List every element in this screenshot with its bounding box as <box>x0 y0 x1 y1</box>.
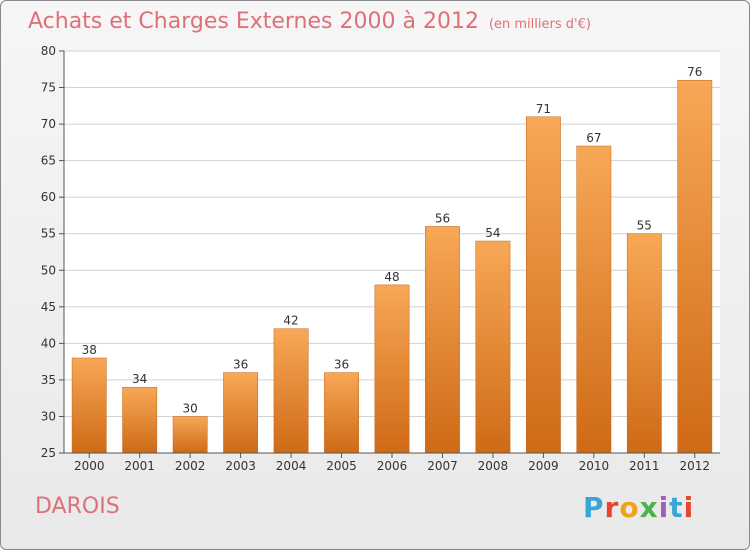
x-tick-label: 2006 <box>377 459 408 473</box>
x-tick-label: 2004 <box>276 459 307 473</box>
y-tick-label: 40 <box>41 336 56 350</box>
x-tick-label: 2000 <box>74 459 105 473</box>
bar-2008 <box>475 240 511 454</box>
data-label: 56 <box>435 211 450 225</box>
y-tick-label: 35 <box>41 373 56 387</box>
bar-2001 <box>122 386 158 454</box>
x-tick-label: 2007 <box>427 459 458 473</box>
bar-2011 <box>626 233 662 454</box>
y-tick-label: 25 <box>41 446 56 460</box>
x-tick-label: 2003 <box>225 459 256 473</box>
x-tick-label: 2012 <box>679 459 710 473</box>
bar-2006 <box>374 284 410 454</box>
bars <box>71 79 713 454</box>
x-tick-label: 2011 <box>629 459 660 473</box>
bar-2002 <box>172 416 208 454</box>
data-label: 55 <box>637 219 652 233</box>
y-tick-label: 60 <box>41 190 56 204</box>
bar-2012 <box>677 79 713 454</box>
data-label: 71 <box>536 102 551 116</box>
data-label: 48 <box>384 270 399 284</box>
data-label: 76 <box>687 65 702 79</box>
data-label: 36 <box>233 358 248 372</box>
axes: 25 30 35 40 45 50 55 60 65 70 75 80 2000 2001 2002 2003… <box>41 44 720 473</box>
y-tick-label: 80 <box>41 44 56 58</box>
y-tick-label: 70 <box>41 117 56 131</box>
y-tick-label: 55 <box>41 227 56 241</box>
y-tick-label: 45 <box>41 300 56 314</box>
title-text: Achats et Charges Externes 2000 à 2012 <box>28 9 479 34</box>
bar-2009 <box>525 116 561 454</box>
data-label: 30 <box>183 401 198 415</box>
data-label: 38 <box>82 343 97 357</box>
data-label: 54 <box>485 226 500 240</box>
data-label: 67 <box>586 131 601 145</box>
bar-2004 <box>273 328 309 454</box>
x-tick-label: 2002 <box>175 459 206 473</box>
y-tick-label: 65 <box>41 154 56 168</box>
bar-2007 <box>425 226 460 454</box>
chart-title: Achats et Charges Externes 2000 à 2012 (e… <box>28 9 591 34</box>
x-tick-label: 2008 <box>478 459 509 473</box>
x-tick-label: 2005 <box>326 459 357 473</box>
y-tick-label: 30 <box>41 409 56 423</box>
bar-2010 <box>576 145 612 454</box>
bar-2003 <box>223 372 259 454</box>
title-unit: (en milliers d'€) <box>488 17 591 32</box>
bar-2005 <box>324 372 359 454</box>
data-label: 42 <box>283 314 298 328</box>
x-tick-label: 2001 <box>124 459 155 473</box>
data-label: 36 <box>334 358 349 372</box>
x-tick-label: 2009 <box>528 459 559 473</box>
data-labels: 38 34 30 36 42 36 48 56 54 71 67 55 76 <box>82 65 703 415</box>
y-tick-label: 50 <box>41 263 56 277</box>
place-name: DAROIS <box>35 494 120 519</box>
proxiti-logo: Proxiti <box>583 491 695 524</box>
bar-2000 <box>71 357 107 454</box>
y-tick-label: 75 <box>41 81 56 95</box>
data-label: 34 <box>132 372 147 386</box>
x-tick-label: 2010 <box>579 459 610 473</box>
